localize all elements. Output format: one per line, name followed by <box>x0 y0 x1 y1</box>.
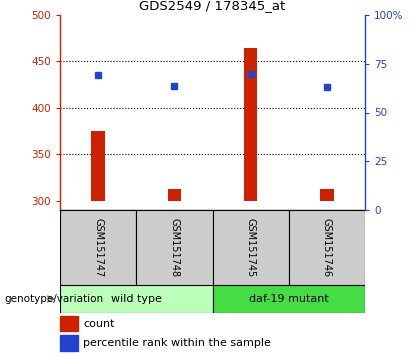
Text: GSM151747: GSM151747 <box>93 218 103 277</box>
Bar <box>60 285 213 313</box>
Bar <box>213 210 289 285</box>
Bar <box>60 210 136 285</box>
Bar <box>60 316 78 331</box>
Title: GDS2549 / 178345_at: GDS2549 / 178345_at <box>139 0 286 12</box>
Bar <box>320 189 334 201</box>
Text: count: count <box>83 319 114 329</box>
Bar <box>91 131 105 201</box>
Text: daf-19 mutant: daf-19 mutant <box>249 294 328 304</box>
Bar <box>244 47 257 201</box>
Text: genotype/variation: genotype/variation <box>4 294 103 304</box>
Text: percentile rank within the sample: percentile rank within the sample <box>83 338 271 348</box>
Text: GSM151745: GSM151745 <box>246 218 256 277</box>
Bar <box>289 210 365 285</box>
Text: wild type: wild type <box>111 294 162 304</box>
Bar <box>60 335 78 351</box>
Bar <box>213 285 365 313</box>
Text: GSM151746: GSM151746 <box>322 218 332 277</box>
Bar <box>168 189 181 201</box>
Text: GSM151748: GSM151748 <box>169 218 179 277</box>
Bar <box>136 210 213 285</box>
